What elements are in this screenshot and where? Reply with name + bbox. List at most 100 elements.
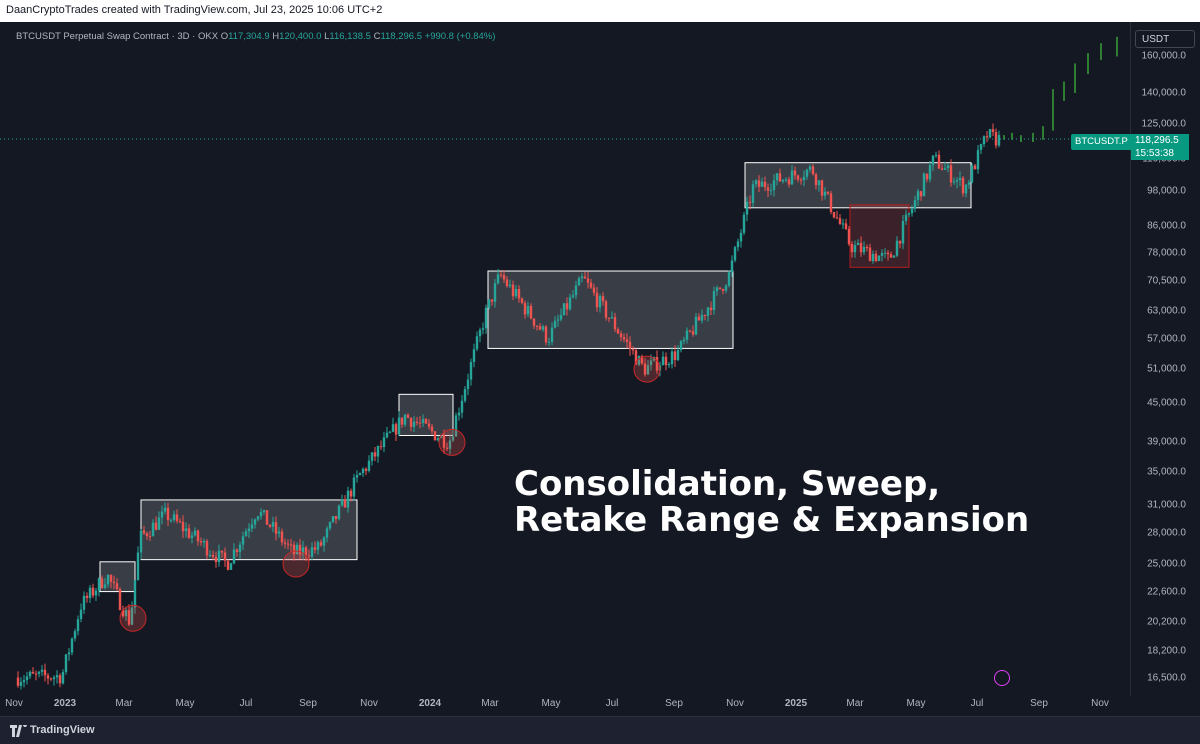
candle-body — [88, 587, 92, 599]
candle-body — [676, 350, 680, 361]
candle-body — [496, 274, 500, 284]
candle-body — [766, 187, 770, 191]
candle-body — [604, 301, 608, 318]
time-tick-label: Nov — [5, 698, 23, 709]
chart-plot-area[interactable] — [0, 22, 1130, 696]
candle-body — [493, 283, 497, 302]
candle-body — [268, 524, 272, 527]
candle-body — [577, 278, 581, 286]
candle-body — [688, 330, 692, 332]
ticker-tag: BTCUSDT.P — [1071, 134, 1132, 150]
candle-body — [646, 365, 650, 375]
candle-body — [571, 295, 575, 298]
range-box — [744, 162, 972, 209]
candle-body — [271, 522, 275, 527]
price-axis[interactable]: USDT 160,000.0140,000.0125,000.0110,000.… — [1130, 22, 1200, 696]
candle-body — [991, 129, 995, 132]
candle-body — [739, 232, 743, 242]
candle-body — [421, 419, 425, 423]
annotation-line-1: Consolidation, Sweep, — [514, 464, 941, 504]
time-tick-label: May — [175, 698, 195, 709]
candlestick-chart[interactable] — [0, 22, 1130, 696]
time-tick-label: Sep — [299, 698, 317, 709]
candle-body — [784, 179, 788, 181]
candle-body — [922, 173, 926, 197]
time-tick-label: Nov — [360, 698, 378, 709]
candle-body — [700, 314, 704, 321]
candle-body — [886, 252, 890, 255]
candle-body — [694, 316, 698, 335]
last-price: 118,296.5 — [1135, 135, 1179, 146]
candle-body — [280, 531, 284, 543]
candle-body — [181, 521, 185, 532]
candle-body — [874, 253, 878, 261]
candle-body — [853, 245, 857, 253]
candle-body — [661, 356, 665, 366]
candle-body — [601, 296, 605, 302]
candle-body — [487, 299, 491, 308]
candle-body — [598, 296, 602, 308]
time-tick-label: May — [906, 698, 926, 709]
time-axis[interactable]: Nov 2023 Mar May Jul Sep Nov 2024 Mar May Jul Sep No… — [0, 696, 1130, 716]
candle-body — [637, 356, 641, 365]
candle-body — [883, 252, 887, 254]
candle-body — [76, 619, 80, 632]
candle-body — [211, 555, 215, 557]
candle-body — [349, 490, 353, 497]
candle-body — [307, 555, 311, 557]
candle-body — [823, 191, 827, 196]
candle-body — [733, 247, 737, 261]
candle-body — [709, 307, 713, 311]
candle-body — [928, 165, 932, 180]
price-tick-label: 63,000.0 — [1147, 305, 1186, 317]
candle-body — [445, 447, 449, 449]
candle-body — [232, 549, 236, 564]
price-tick-label: 28,000.0 — [1147, 527, 1186, 539]
lightning-badge-icon[interactable] — [994, 670, 1010, 686]
candle-body — [265, 510, 269, 525]
candle-body — [877, 255, 881, 261]
candle-body — [754, 180, 758, 185]
candle-body — [547, 341, 551, 343]
candle-body — [685, 330, 689, 340]
candle-body — [718, 287, 722, 289]
candle-body — [937, 154, 941, 169]
candle-body — [460, 400, 464, 413]
legend-high: 120,400.0 — [279, 31, 322, 42]
candle-body — [895, 240, 899, 256]
candle-body — [580, 276, 584, 279]
candle-body — [925, 173, 929, 180]
candle-body — [619, 333, 623, 338]
candle-body — [808, 166, 812, 170]
candle-body — [517, 288, 521, 299]
candle-body — [961, 177, 965, 194]
currency-selector[interactable]: USDT — [1135, 30, 1195, 48]
candle-body — [481, 328, 485, 330]
candle-body — [217, 550, 221, 563]
candle-body — [616, 329, 620, 334]
candle-body — [274, 522, 278, 534]
time-tick-label: Nov — [1091, 698, 1109, 709]
candle-body — [898, 240, 902, 244]
candle-body — [499, 274, 503, 276]
candle-body — [667, 364, 671, 366]
candle-body — [355, 475, 359, 478]
candle-body — [25, 676, 29, 681]
legend-close-label: C — [373, 31, 381, 42]
time-tick-label: Jul — [970, 698, 984, 709]
candle-body — [508, 284, 512, 287]
candle-body — [292, 544, 296, 555]
candle-body — [745, 201, 749, 215]
candle-body — [490, 299, 494, 302]
candle-body — [187, 528, 191, 538]
candle-body — [205, 541, 209, 556]
candle-body — [523, 302, 527, 315]
time-tick-label: Jul — [239, 698, 253, 709]
candle-body — [796, 175, 800, 180]
candle-body — [931, 155, 935, 166]
candle-body — [238, 544, 242, 552]
candle-body — [115, 583, 119, 590]
candle-body — [562, 303, 566, 316]
candle-body — [829, 193, 833, 213]
candle-body — [793, 170, 797, 176]
